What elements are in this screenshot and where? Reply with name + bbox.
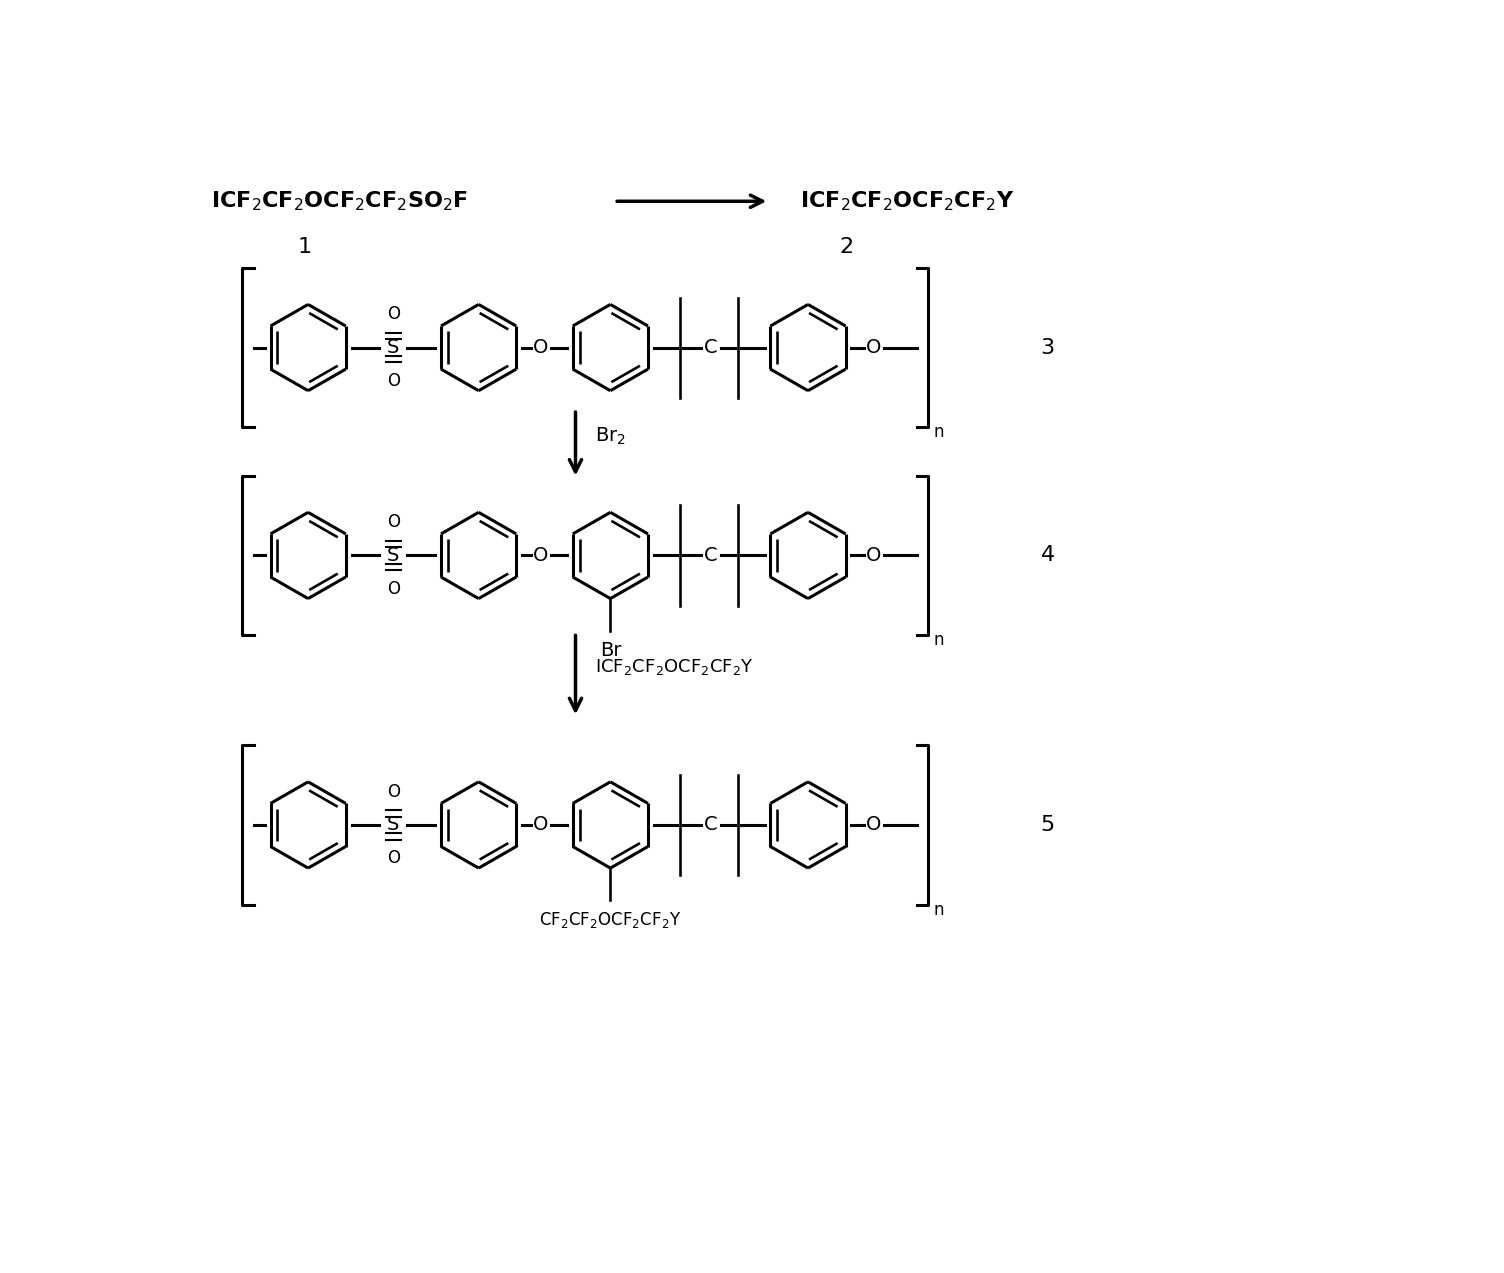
- Text: n: n: [934, 424, 945, 442]
- Text: 5: 5: [1041, 815, 1054, 835]
- Text: C: C: [704, 339, 717, 356]
- Text: O: O: [866, 339, 881, 356]
- Text: S: S: [387, 546, 400, 565]
- Text: n: n: [934, 901, 945, 919]
- Text: 4: 4: [1041, 545, 1054, 565]
- Text: O: O: [866, 546, 881, 565]
- Text: O: O: [387, 849, 400, 867]
- Text: O: O: [532, 546, 549, 565]
- Text: C: C: [704, 546, 717, 565]
- Text: S: S: [387, 816, 400, 835]
- Text: O: O: [387, 579, 400, 597]
- Text: ICF$_2$CF$_2$OCF$_2$CF$_2$SO$_2$F: ICF$_2$CF$_2$OCF$_2$CF$_2$SO$_2$F: [211, 190, 468, 213]
- Text: O: O: [532, 339, 549, 356]
- Text: S: S: [387, 339, 400, 356]
- Text: 2: 2: [839, 238, 854, 257]
- Text: ICF$_2$CF$_2$OCF$_2$CF$_2$Y: ICF$_2$CF$_2$OCF$_2$CF$_2$Y: [800, 190, 1015, 213]
- Text: CF$_2$CF$_2$OCF$_2$CF$_2$Y: CF$_2$CF$_2$OCF$_2$CF$_2$Y: [540, 910, 681, 931]
- Text: O: O: [387, 783, 400, 801]
- Text: Br$_2$: Br$_2$: [596, 425, 626, 447]
- Text: n: n: [934, 631, 945, 649]
- Text: O: O: [387, 306, 400, 323]
- Text: ICF$_2$CF$_2$OCF$_2$CF$_2$Y: ICF$_2$CF$_2$OCF$_2$CF$_2$Y: [596, 657, 754, 677]
- Text: 1: 1: [298, 238, 311, 257]
- Text: Br: Br: [600, 640, 621, 659]
- Text: O: O: [387, 372, 400, 390]
- Text: C: C: [704, 816, 717, 835]
- Text: O: O: [387, 513, 400, 531]
- Text: O: O: [532, 816, 549, 835]
- Text: 3: 3: [1041, 337, 1054, 358]
- Text: O: O: [866, 816, 881, 835]
